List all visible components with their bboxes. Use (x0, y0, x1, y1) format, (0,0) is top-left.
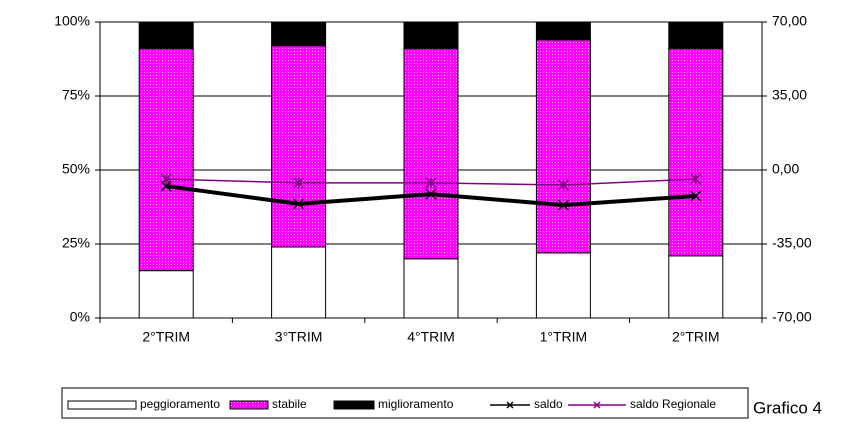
line-marker (160, 173, 172, 185)
line-marker (293, 177, 305, 189)
bar-segment (138, 21, 194, 50)
x-tick-label: 4°TRIM (407, 329, 455, 345)
legend-swatch (333, 400, 375, 410)
legend-label: saldo (534, 397, 563, 411)
legend-box (61, 387, 749, 419)
bar-segment (271, 45, 327, 248)
line-marker (425, 177, 437, 189)
y-tick-label: 100% (54, 13, 90, 29)
bar-segment (403, 21, 459, 50)
line-marker (690, 173, 702, 185)
y-tick-label: 0% (70, 309, 90, 325)
x-tick-label: 2°TRIM (142, 329, 190, 345)
line-marker (425, 188, 437, 200)
y2-tick-label: 0,00 (772, 161, 799, 177)
bar-segment (535, 39, 591, 254)
bar-segment (271, 21, 327, 47)
x-tick-label: 3°TRIM (275, 329, 323, 345)
bar-segment (138, 270, 194, 319)
y2-tick-label: 70,00 (772, 13, 807, 29)
bar-segment (535, 252, 591, 319)
legend-marker (593, 401, 601, 409)
bar-segment (668, 21, 724, 50)
legend-label: miglioramento (378, 397, 454, 411)
y2-tick-label: -35,00 (772, 235, 812, 251)
line-marker (690, 190, 702, 202)
legend-swatch (229, 400, 269, 410)
legend-swatch (67, 400, 137, 410)
bar-segment (403, 258, 459, 319)
y2-tick-label: 35,00 (772, 87, 807, 103)
bar-segment (403, 48, 459, 260)
legend-label: saldo Regionale (630, 397, 716, 411)
bar-segment (668, 48, 724, 257)
y-tick-label: 75% (62, 87, 90, 103)
x-tick-label: 1°TRIM (540, 329, 588, 345)
annotation: Grafico 4 (753, 398, 822, 417)
x-tick-label: 2°TRIM (672, 329, 720, 345)
bar-segment (271, 246, 327, 319)
bar-segment (535, 21, 591, 41)
bar-segment (668, 255, 724, 319)
line-marker (293, 198, 305, 210)
line-marker (557, 179, 569, 191)
legend-marker (506, 401, 514, 409)
bar-segment (138, 48, 194, 272)
y2-tick-label: -70,00 (772, 309, 812, 325)
y-tick-label: 50% (62, 161, 90, 177)
legend-label: stabile (272, 397, 307, 411)
legend-label: peggioramento (140, 397, 220, 411)
line-marker (557, 199, 569, 211)
y-tick-label: 25% (62, 235, 90, 251)
